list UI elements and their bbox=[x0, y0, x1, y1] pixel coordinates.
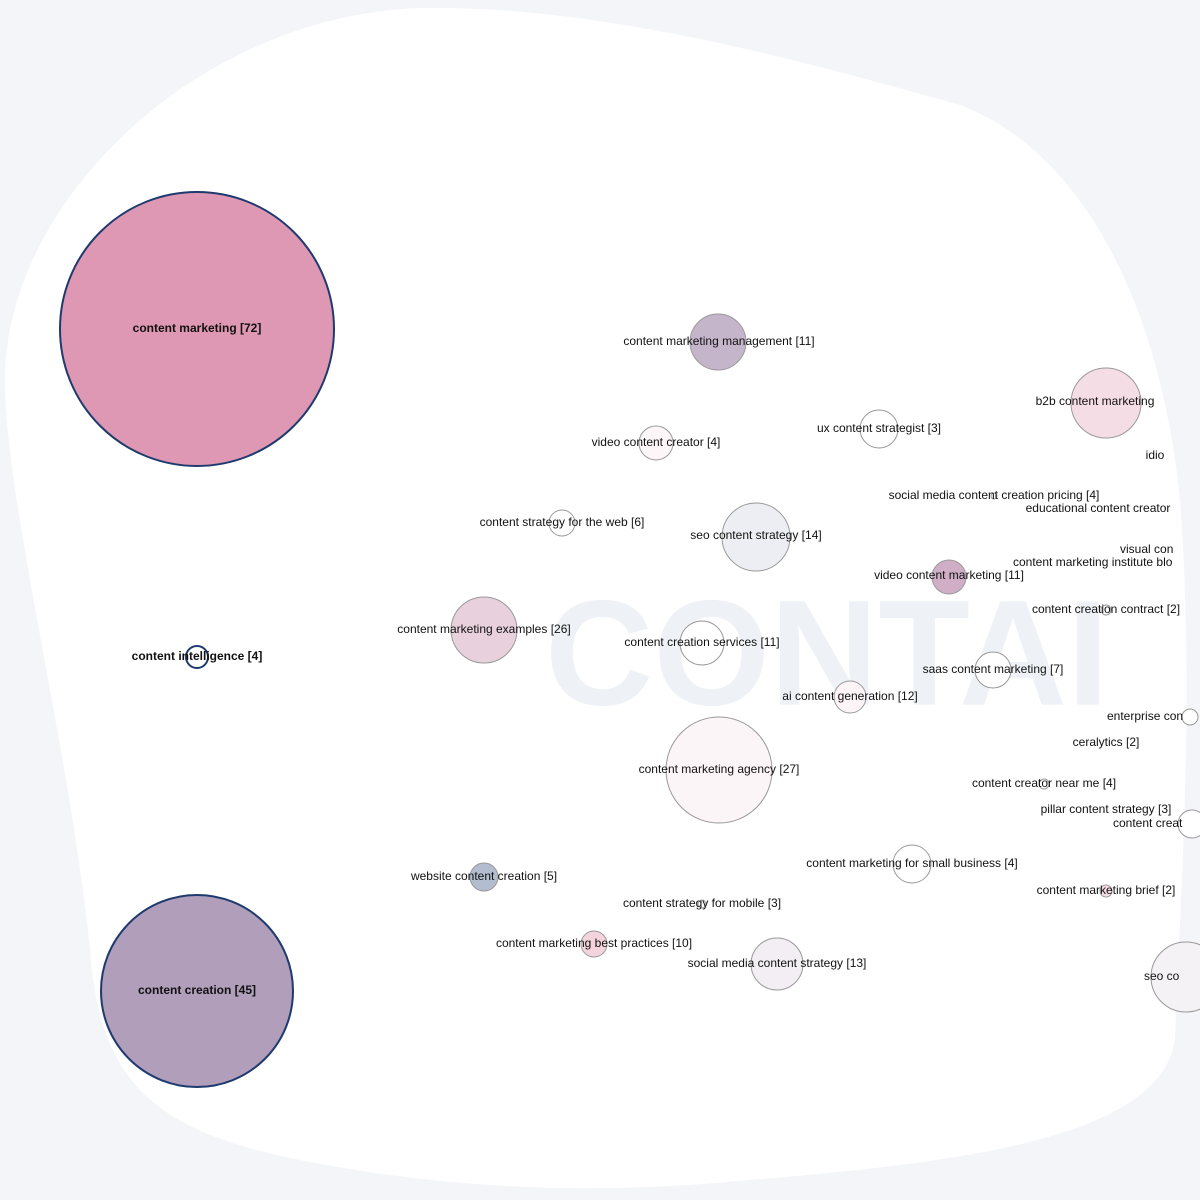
bubble-label: content strategy for the web [6] bbox=[480, 515, 645, 529]
bubble bbox=[974, 651, 1012, 689]
bubble bbox=[1038, 778, 1050, 790]
bubble-label: content marketing [72] bbox=[133, 321, 262, 335]
bubble bbox=[1181, 708, 1199, 726]
bubble bbox=[1177, 809, 1200, 839]
bubble bbox=[721, 502, 791, 572]
bubble-label: content marketing examples [26] bbox=[397, 622, 570, 636]
bubble bbox=[548, 509, 576, 537]
bubble bbox=[1070, 367, 1142, 439]
bubble-label: website content creation [5] bbox=[410, 869, 557, 883]
bubble-label: ai content generation [12] bbox=[782, 689, 917, 703]
bubble-label: educational content creator bbox=[1026, 501, 1171, 515]
bubble bbox=[185, 645, 209, 669]
bubble bbox=[833, 680, 867, 714]
bubble bbox=[689, 313, 747, 371]
bubble-label: visual con bbox=[1120, 542, 1173, 556]
bubble-label: content marketing agency [27] bbox=[639, 762, 800, 776]
bubble-label: content creation [45] bbox=[138, 983, 256, 997]
bubble bbox=[990, 492, 998, 500]
bubble-label: social media content creation pricing [4… bbox=[889, 488, 1100, 502]
bubble-label: b2b content marketing bbox=[1036, 394, 1155, 408]
bubble bbox=[59, 191, 335, 467]
bubble-label: seo content strategy [14] bbox=[690, 528, 821, 542]
bubble bbox=[859, 409, 899, 449]
bubble bbox=[450, 596, 518, 664]
bubble-label: content marketing for small business [4] bbox=[806, 856, 1017, 870]
bubble-label: content creat bbox=[1113, 816, 1183, 830]
bubble-label: content marketing institute blo bbox=[1013, 555, 1173, 569]
bubble bbox=[469, 862, 499, 892]
bubble bbox=[665, 716, 773, 824]
bubble-layer: content marketing [72] content creation [… bbox=[59, 191, 1200, 1088]
bubble-label: content marketing brief [2] bbox=[1037, 883, 1176, 897]
bubble-label: seo co bbox=[1144, 969, 1180, 983]
bubble-label: content creation contract [2] bbox=[1032, 602, 1180, 616]
bubble bbox=[1100, 604, 1112, 616]
bubble bbox=[892, 844, 932, 884]
bubble bbox=[931, 559, 967, 595]
bubble bbox=[697, 899, 707, 909]
bubble-label: content marketing management [11] bbox=[623, 334, 814, 348]
bubble-label: pillar content strategy [3] bbox=[1041, 802, 1172, 816]
bubble-label: ceralytics [2] bbox=[1073, 735, 1140, 749]
bubble bbox=[679, 620, 725, 666]
bubble bbox=[580, 930, 608, 958]
watermark: CONTAI bbox=[545, 569, 1109, 737]
bubble bbox=[1150, 941, 1200, 1013]
bubble bbox=[750, 937, 804, 991]
bubble bbox=[100, 894, 294, 1088]
bubble-label: content creator near me [4] bbox=[972, 776, 1116, 790]
bubble-label: idio bbox=[1146, 448, 1165, 462]
bubble-label: video content marketing [11] bbox=[874, 568, 1024, 582]
bubble-label: content creation services [11] bbox=[624, 635, 779, 649]
bubble-label: ux content strategist [3] bbox=[817, 421, 941, 435]
bubble bbox=[1099, 884, 1113, 898]
bubble-label: video content creator [4] bbox=[592, 435, 721, 449]
bubble-label: saas content marketing [7] bbox=[923, 662, 1064, 676]
bubble-label: content strategy for mobile [3] bbox=[623, 896, 781, 910]
bubble-label: content marketing best practices [10] bbox=[496, 936, 692, 950]
bubble-label: enterprise con bbox=[1107, 709, 1183, 723]
bubble-label: social media content strategy [13] bbox=[688, 956, 867, 970]
bubble-label: content intelligence [4] bbox=[132, 649, 263, 663]
bubble bbox=[638, 425, 674, 461]
